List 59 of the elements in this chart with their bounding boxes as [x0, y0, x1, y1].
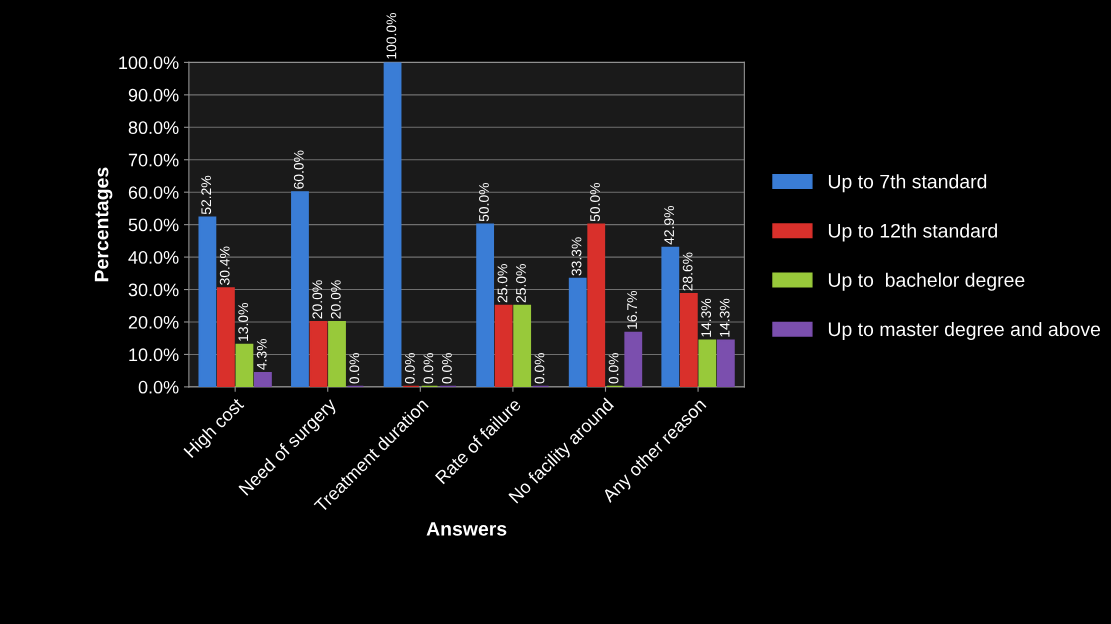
data-label: 14.3%	[701, 298, 712, 337]
data-label: 4.3%	[256, 338, 267, 370]
data-label: 20.0%	[312, 280, 323, 319]
data-label: 0.0%	[423, 352, 434, 384]
data-label: 50.0%	[590, 182, 600, 222]
legend-label: Up to 12th standard	[828, 223, 997, 242]
bar	[383, 62, 402, 387]
bar	[198, 216, 217, 387]
x-axis-title: Answers	[426, 522, 507, 536]
bar	[476, 223, 495, 387]
bar	[328, 320, 346, 387]
bar	[698, 339, 717, 387]
y-tick-label: 0.0%	[138, 380, 179, 394]
y-tick-label: 100.0%	[119, 56, 179, 70]
legend-label: Up to bachelor degree	[828, 272, 1025, 291]
bar	[254, 371, 272, 387]
data-label: 100.0%	[386, 13, 397, 59]
data-label: 42.9%	[664, 206, 675, 245]
data-label: 13.0%	[238, 303, 249, 341]
bar	[513, 304, 532, 387]
y-tick-label: 80.0%	[128, 121, 179, 135]
y-axis-title: Percentages	[94, 167, 113, 282]
bar	[624, 331, 643, 387]
data-label: 0.0%	[349, 352, 360, 384]
y-tick-label: 10.0%	[129, 348, 179, 362]
bar	[309, 320, 328, 387]
bar	[716, 339, 735, 387]
bar	[568, 277, 587, 387]
y-tick-label: 60.0%	[128, 186, 179, 199]
data-label: 16.7%	[627, 291, 637, 329]
data-label: 20.0%	[330, 280, 341, 319]
data-label: 0.0%	[534, 352, 545, 384]
bar	[494, 304, 513, 387]
data-label: 33.3%	[571, 237, 582, 276]
data-label: 0.0%	[404, 352, 415, 384]
data-label: 60.0%	[293, 150, 304, 189]
bar	[587, 223, 606, 387]
legend-label: Up to master degree and above	[828, 321, 1101, 341]
bar	[679, 293, 698, 387]
y-tick-label: 50.0%	[128, 218, 179, 232]
y-tick-label: 30.0%	[128, 283, 179, 297]
data-label: 14.3%	[719, 298, 730, 337]
bar	[235, 343, 254, 387]
bar	[291, 191, 309, 387]
data-label: 0.0%	[442, 352, 452, 384]
data-label: 28.6%	[682, 252, 693, 291]
data-label: 52.2%	[201, 175, 212, 215]
bar	[661, 246, 680, 387]
y-tick-label: 20.0%	[128, 315, 179, 329]
y-tick-label: 40.0%	[128, 251, 179, 264]
legend-label: Up to 7th standard	[828, 174, 987, 193]
data-label: 30.4%	[219, 246, 230, 285]
data-label: 0.0%	[608, 352, 619, 384]
y-tick-label: 90.0%	[128, 88, 179, 102]
data-label: 25.0%	[516, 264, 526, 303]
data-label: 50.0%	[479, 182, 489, 222]
data-label: 25.0%	[497, 264, 508, 303]
bar	[216, 287, 235, 387]
y-tick-label: 70.0%	[128, 153, 179, 167]
